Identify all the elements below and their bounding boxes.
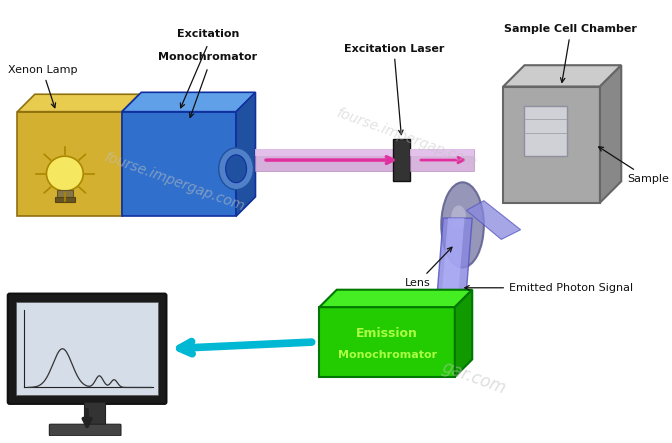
FancyBboxPatch shape [8,294,167,404]
Text: fourse.impergap.com: fourse.impergap.com [102,149,247,214]
Ellipse shape [451,206,466,229]
FancyBboxPatch shape [122,112,236,216]
Polygon shape [319,290,472,307]
Polygon shape [600,65,621,202]
Text: Sample Cell Chamber: Sample Cell Chamber [505,24,637,82]
Text: Emission: Emission [356,327,418,340]
FancyBboxPatch shape [55,197,75,202]
FancyBboxPatch shape [17,112,122,216]
Text: Excitation: Excitation [177,29,239,39]
FancyBboxPatch shape [16,302,158,395]
Polygon shape [466,201,521,239]
Text: Lens: Lens [405,247,452,288]
Polygon shape [440,218,464,312]
FancyBboxPatch shape [57,190,73,198]
FancyBboxPatch shape [255,149,405,156]
FancyBboxPatch shape [524,106,567,156]
Polygon shape [455,290,472,377]
Polygon shape [236,92,255,216]
FancyBboxPatch shape [503,86,600,202]
FancyBboxPatch shape [255,149,405,171]
Text: Emitted Photon Signal: Emitted Photon Signal [465,283,633,293]
Text: Excitation Laser: Excitation Laser [343,43,444,135]
Text: Xenon Lamp: Xenon Lamp [8,65,77,108]
Text: Sample: Sample [599,147,669,183]
Text: Monochromator: Monochromator [337,350,437,360]
Text: gar.com: gar.com [439,358,509,398]
Ellipse shape [218,148,253,190]
Ellipse shape [46,156,83,191]
Polygon shape [122,94,139,216]
FancyBboxPatch shape [411,149,474,156]
Polygon shape [17,94,139,112]
Polygon shape [122,92,255,112]
Ellipse shape [442,183,484,268]
FancyBboxPatch shape [49,424,121,436]
FancyBboxPatch shape [319,307,455,377]
FancyBboxPatch shape [393,139,411,181]
Text: Monochromator: Monochromator [159,52,257,62]
FancyBboxPatch shape [411,149,474,171]
Polygon shape [435,218,472,315]
Polygon shape [503,65,621,86]
Text: fourse.impergap.com: fourse.impergap.com [335,106,478,170]
FancyBboxPatch shape [84,402,106,425]
Ellipse shape [226,155,247,183]
